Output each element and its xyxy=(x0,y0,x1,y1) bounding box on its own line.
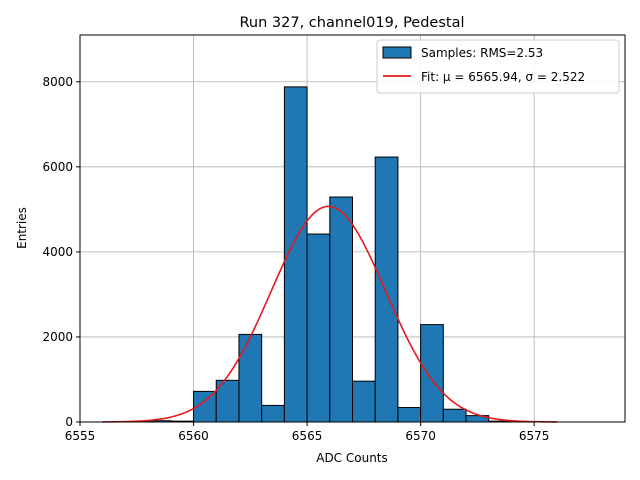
histogram-bars xyxy=(102,86,558,423)
y-tick-label: 2000 xyxy=(42,330,73,344)
legend: Samples: RMS=2.53 Fit: μ = 6565.94, σ = … xyxy=(376,39,620,94)
histogram-bar xyxy=(238,333,263,423)
legend-box xyxy=(376,39,620,94)
histogram-bar xyxy=(374,156,399,423)
y-tick-label: 8000 xyxy=(42,75,73,89)
y-tick-label: 6000 xyxy=(42,160,73,174)
histogram-bar xyxy=(420,324,444,423)
x-tick-label: 6570 xyxy=(405,429,436,443)
plot-frame xyxy=(79,34,626,423)
y-axis-label: Entries xyxy=(15,207,29,249)
y-tick-label: 0 xyxy=(65,415,73,429)
y-axis-ticks: 0 2000 4000 6000 8000 xyxy=(42,75,80,429)
chart-title: Run 327, channel019, Pedestal xyxy=(239,15,464,31)
histogram-bar xyxy=(397,407,422,423)
x-tick-label: 6575 xyxy=(519,429,550,443)
legend-fit-label: Fit: μ = 6565.94, σ = 2.522 xyxy=(421,70,585,84)
legend-samples-label: Samples: RMS=2.53 xyxy=(421,46,543,60)
histogram-bar xyxy=(329,196,353,423)
x-tick-label: 6565 xyxy=(292,429,323,443)
fit-curve-group xyxy=(102,205,557,423)
y-tick-label: 4000 xyxy=(42,245,73,259)
x-axis-ticks: 6555 6560 6565 6570 6575 xyxy=(65,422,550,443)
x-tick-label: 6560 xyxy=(178,429,209,443)
x-tick-label: 6555 xyxy=(65,429,96,443)
histogram-bar xyxy=(352,380,376,423)
histogram-bar xyxy=(306,233,331,423)
histogram-bar xyxy=(442,408,467,423)
histogram-bar xyxy=(261,404,285,423)
legend-samples-swatch xyxy=(382,46,412,59)
x-axis-label: ADC Counts xyxy=(316,451,388,465)
fit-curve xyxy=(102,205,557,423)
